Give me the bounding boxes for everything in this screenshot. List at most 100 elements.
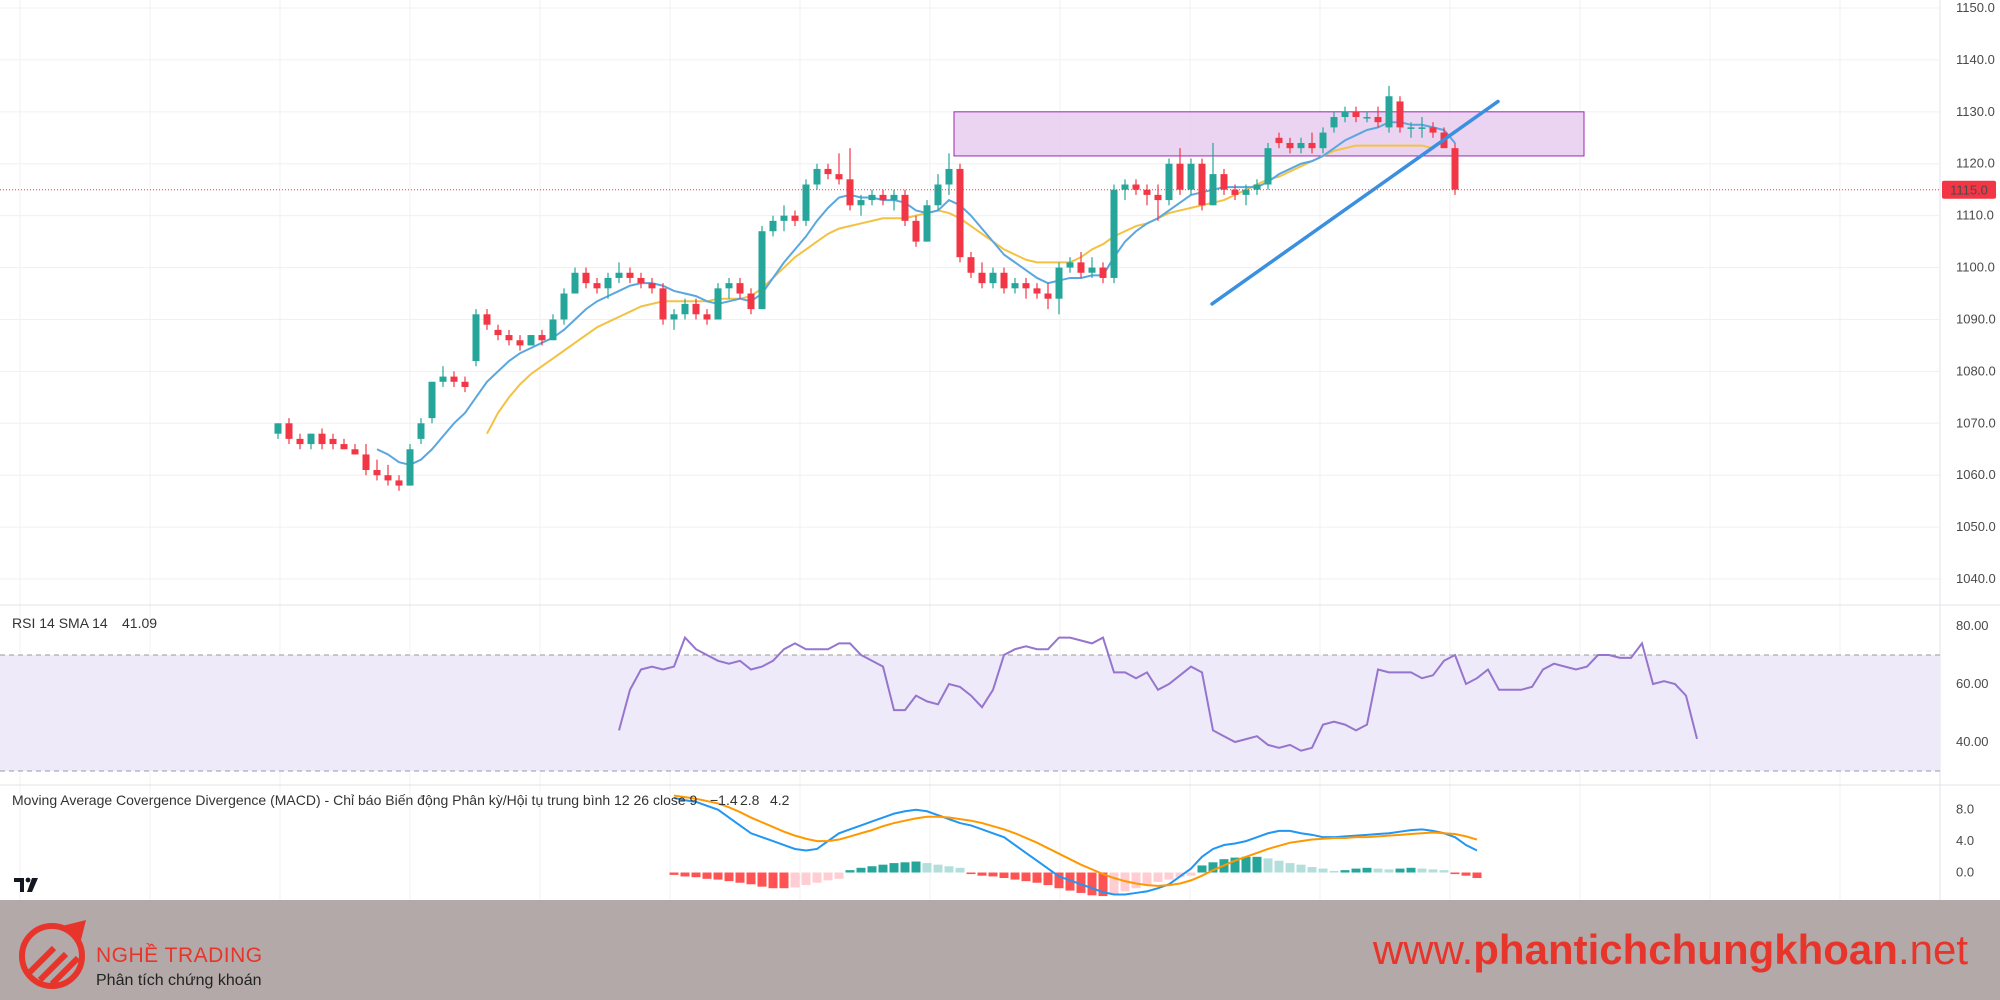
macd-histogram-bar — [944, 866, 954, 873]
macd-histogram-bar — [1076, 872, 1086, 893]
macd-histogram-bar — [1340, 870, 1350, 873]
macd-histogram-bar — [1417, 868, 1427, 873]
macd-histogram-bar — [1274, 860, 1284, 873]
candle-body — [1275, 137, 1283, 143]
candle-body — [582, 272, 590, 284]
candle-body — [956, 168, 964, 258]
macd-histogram-bar — [1043, 872, 1053, 886]
footer-banner: NGHỀ TRADING Phân tích chứng khoán www.p… — [0, 900, 2000, 1000]
macd-histogram-bar — [1395, 868, 1405, 873]
macd-histogram-bar — [713, 872, 723, 880]
candle-body — [846, 179, 854, 206]
candle-body — [1418, 127, 1426, 129]
macd-histogram-bar — [1065, 872, 1075, 891]
candle-body — [527, 335, 535, 346]
macd-histogram-bar — [1263, 858, 1273, 873]
macd-histogram-bar — [1109, 872, 1119, 895]
macd-histogram-bar — [1252, 856, 1262, 873]
macd-histogram-bar — [977, 872, 987, 876]
candle-body — [461, 381, 469, 387]
candle-body — [1352, 111, 1360, 118]
macd-histogram-bar — [1197, 865, 1207, 873]
macd-histogram-bar — [1010, 872, 1020, 880]
candle-body — [329, 438, 337, 445]
tradingview-logo-icon[interactable] — [12, 874, 42, 894]
candle-body — [780, 215, 788, 221]
candle-body — [1242, 189, 1250, 195]
macd-histogram-bar — [691, 872, 701, 878]
candle-body — [318, 433, 326, 445]
candle-body — [373, 470, 381, 476]
macd-histogram-bar — [1186, 872, 1196, 876]
macd-histogram-bar — [1428, 869, 1438, 873]
chart-canvas[interactable]: 1150.0 1140.0 1130.0 1120.0 1110.0 1100.0 1090… — [0, 0, 2000, 900]
candle-body — [615, 272, 623, 278]
candle-body — [1011, 283, 1019, 289]
candle-body — [868, 194, 876, 201]
candle-body — [1385, 96, 1393, 128]
macd-histogram-bar — [1175, 872, 1185, 878]
candle-body — [472, 314, 480, 362]
candle-body — [571, 272, 579, 294]
rsi-axis-tick: 40.00 — [1956, 734, 1989, 749]
candle-body — [1253, 184, 1261, 190]
macd-histogram-bar — [1384, 869, 1394, 873]
macd-histogram-bar — [1450, 872, 1460, 875]
candle-body — [1451, 148, 1459, 190]
candle-body — [1231, 189, 1239, 195]
macd-histogram-bar — [680, 872, 690, 877]
price-axis-tick: 1060.0 — [1956, 467, 1996, 482]
price-axis-tick: 1090.0 — [1956, 311, 1996, 326]
macd-histogram-bar — [878, 864, 888, 873]
price-axis-tick: 1070.0 — [1956, 415, 1996, 430]
website-link[interactable]: www.phantichchungkhoan.net — [1373, 926, 1968, 974]
macd-histogram-bar — [1142, 872, 1152, 886]
macd-histogram-bar — [1296, 864, 1306, 873]
macd-histogram-bar — [988, 872, 998, 877]
candle-body — [1154, 194, 1162, 201]
candle-body — [483, 314, 491, 325]
macd-histogram-bar — [1461, 872, 1471, 876]
candle-body — [934, 184, 942, 206]
candle-body — [769, 220, 777, 232]
candle-body — [758, 231, 766, 310]
macd-histogram-bar — [1230, 857, 1240, 873]
price-axis-tick: 1040.0 — [1956, 571, 1996, 586]
macd-histogram-bar — [1285, 863, 1295, 873]
candle-body — [285, 423, 293, 439]
macd-legend-value: 2.8 — [740, 792, 760, 808]
macd-histogram-bar — [757, 872, 767, 887]
candle-body — [1044, 293, 1052, 299]
macd-histogram-bar — [955, 867, 965, 873]
candle-body — [604, 277, 612, 289]
website-suffix: .net — [1897, 926, 1968, 973]
candle-body — [1000, 272, 1008, 289]
macd-histogram-bar — [1373, 868, 1383, 873]
candle-body — [1341, 111, 1349, 118]
macd-legend-value: 4.2 — [770, 792, 790, 808]
brand-name: NGHỀ TRADING — [96, 944, 263, 967]
candle-body — [1374, 117, 1382, 123]
macd-axis-tick: 8.0 — [1956, 802, 1974, 817]
price-axis-tick: 1080.0 — [1956, 363, 1996, 378]
macd-histogram-bar — [1307, 867, 1317, 873]
candle-body — [340, 444, 348, 450]
candle-body — [1066, 262, 1074, 268]
price-axis-tick: 1150.0 — [1956, 0, 1995, 15]
macd-histogram-bar — [669, 872, 679, 875]
macd-histogram-bar — [1351, 868, 1361, 873]
price-axis-tick: 1120.0 — [1956, 156, 1995, 171]
candle-body — [362, 454, 370, 471]
macd-histogram-bar — [801, 872, 811, 886]
macd-histogram-bar — [746, 872, 756, 885]
macd-histogram-bar — [1329, 870, 1339, 873]
candle-body — [736, 283, 744, 294]
candle-body — [725, 283, 733, 289]
candle-body — [747, 293, 755, 310]
candle-body — [1429, 127, 1437, 133]
candle-body — [1055, 267, 1063, 299]
candle-body — [406, 449, 414, 486]
candle-body — [450, 376, 458, 382]
macd-histogram-bar — [1241, 856, 1251, 873]
macd-axis-tick: 4.0 — [1956, 833, 1974, 848]
